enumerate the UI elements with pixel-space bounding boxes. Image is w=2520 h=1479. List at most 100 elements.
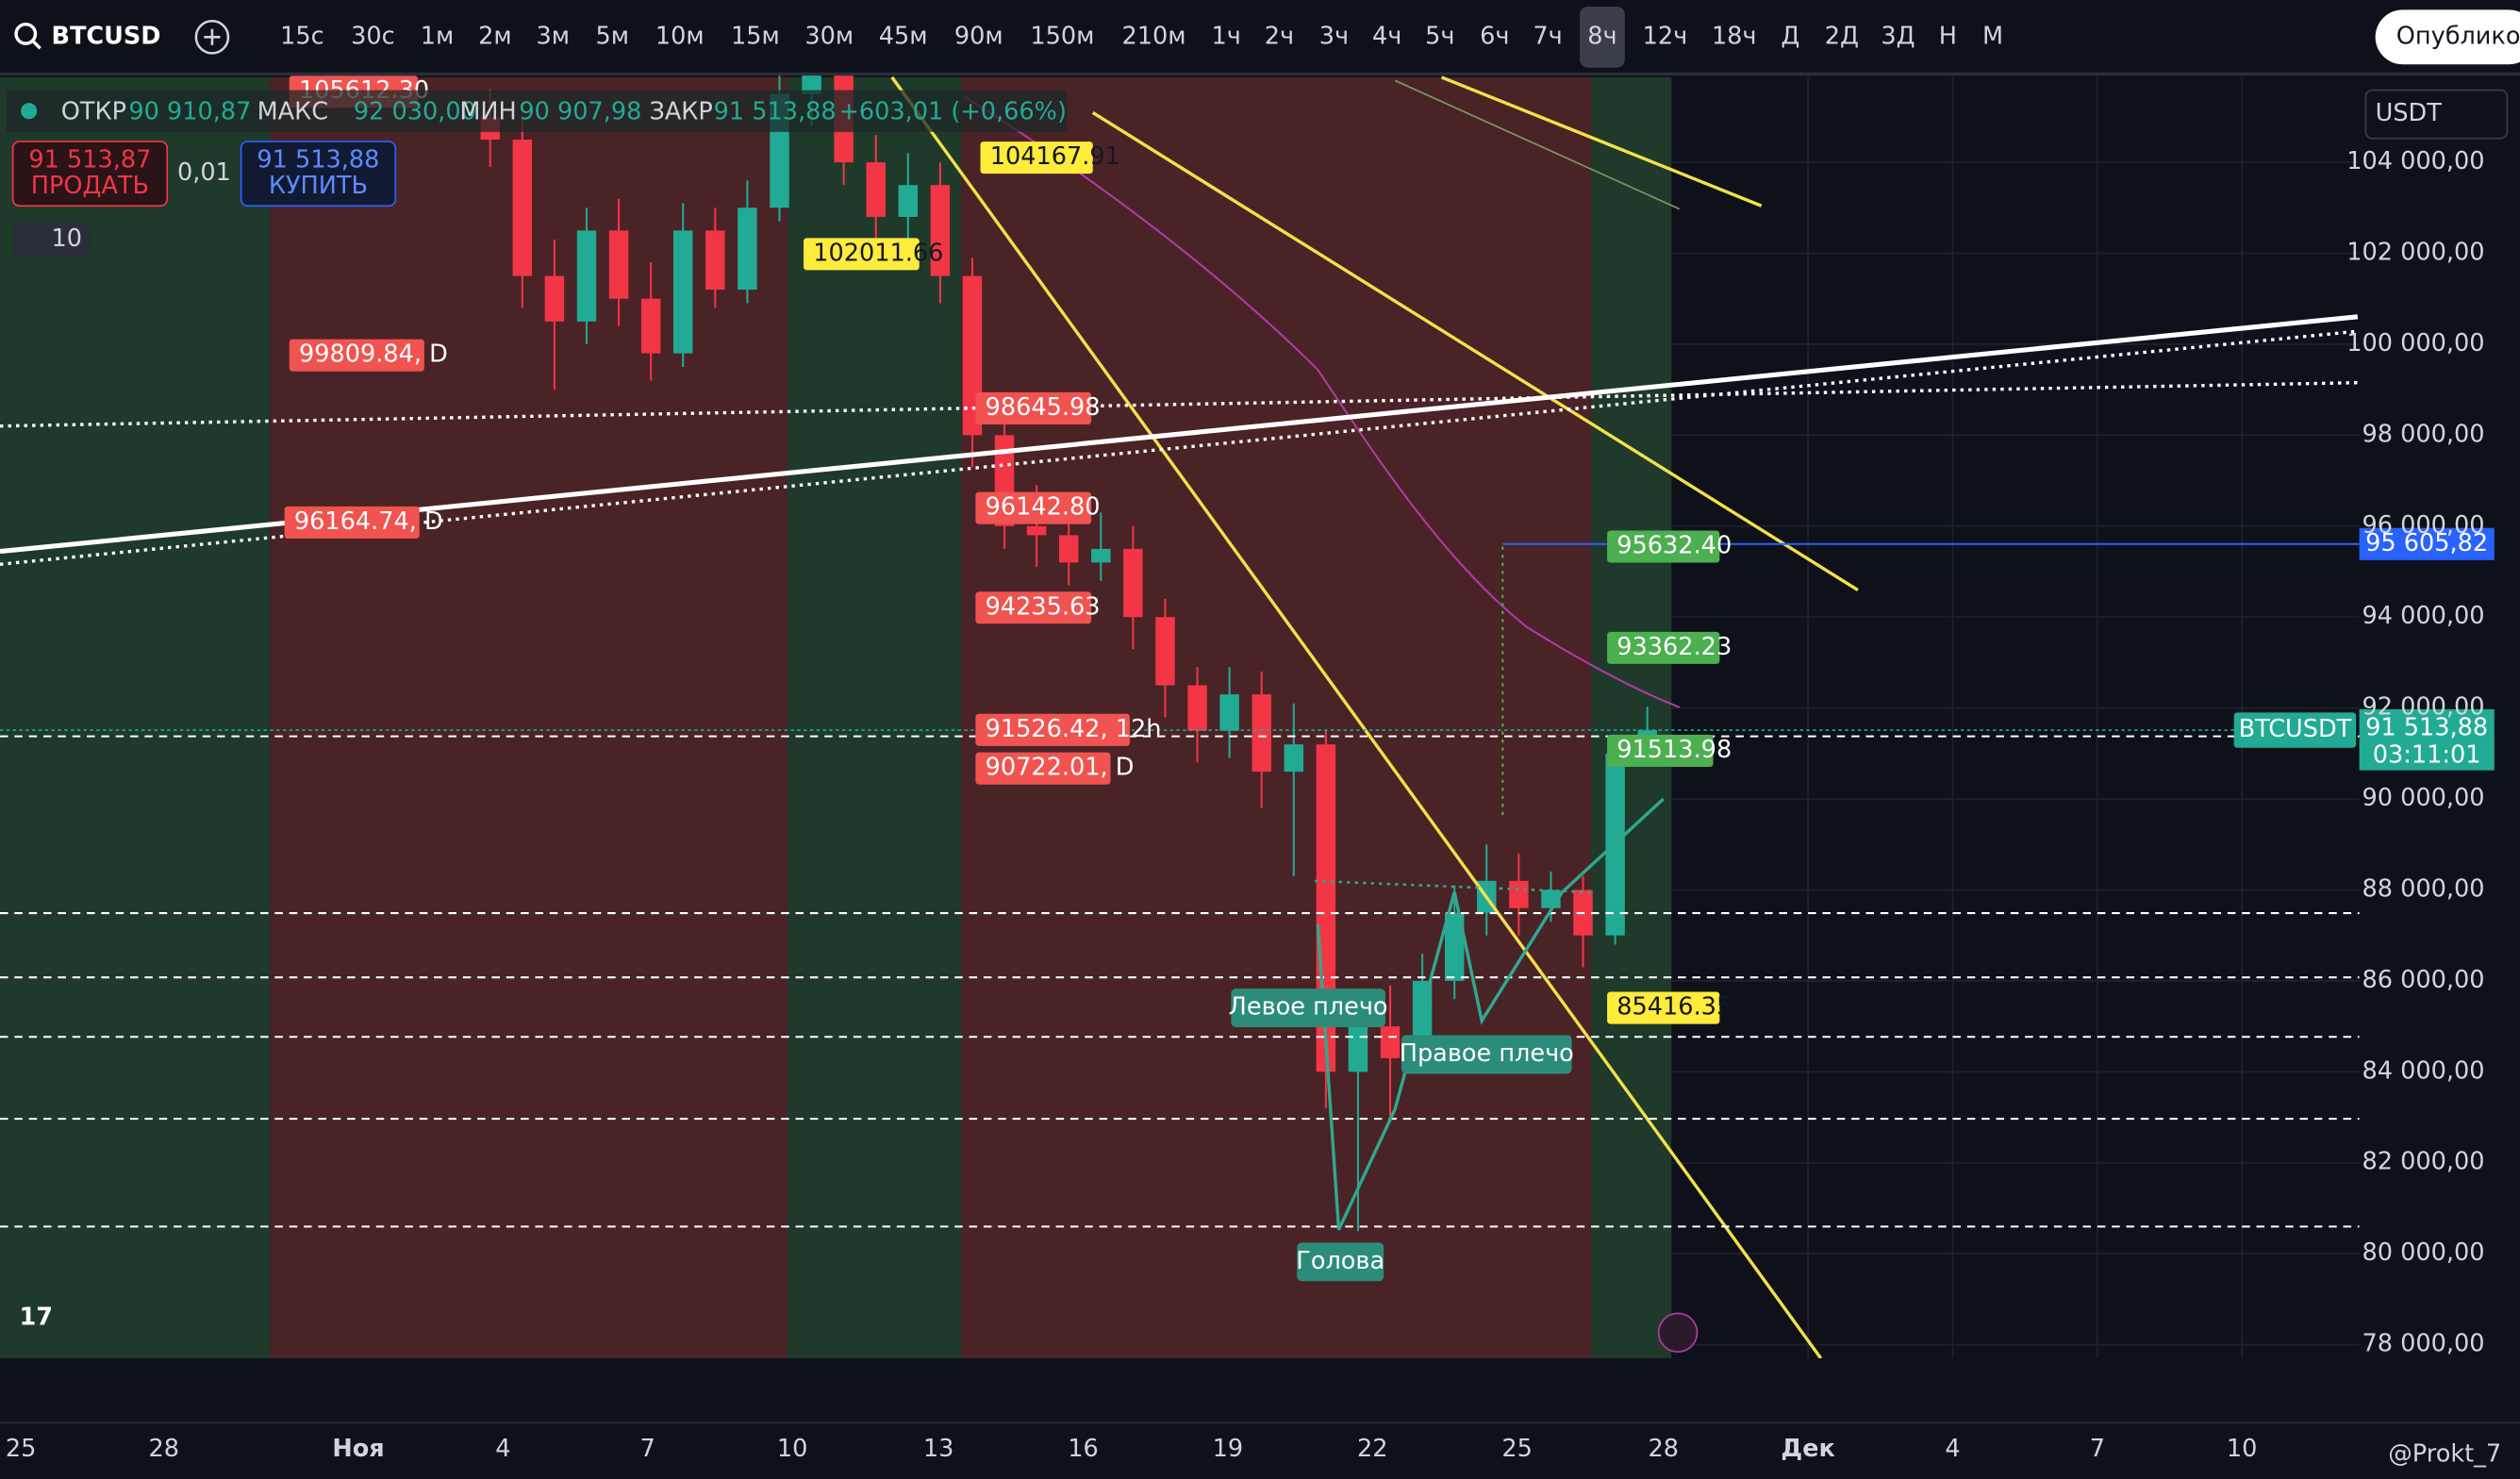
interval-button[interactable]: 2м [478,22,512,50]
interval-button[interactable]: Н [1939,22,1957,50]
interval-button[interactable]: 210м [1122,22,1186,50]
interval-button[interactable]: 4ч [1372,22,1401,50]
x-tick-label: 28 [1648,1435,1679,1463]
price-label-bg [975,591,1092,624]
candle-body [1091,548,1111,563]
currency-select[interactable] [2364,89,2509,140]
candle-body [673,230,693,354]
interval-button[interactable]: 6ч [1480,22,1509,50]
interval-button[interactable]: 3Д [1881,22,1915,50]
candle-body [1155,617,1175,686]
sell-button[interactable] [11,141,169,208]
x-tick-label: 25 [6,1435,37,1463]
candle-body [930,185,951,276]
spread: 0,01 [177,158,231,187]
interval-button[interactable]: 1ч [1212,22,1241,50]
price-label: 96164.74, D [294,507,443,536]
pattern-line [1316,797,1665,1231]
buy-price: 91 513,88 [257,146,379,174]
candle-body [608,230,629,299]
time-axis-bg [0,1358,2520,1479]
candle-body [512,139,533,276]
toolbar [0,0,2520,75]
interval-button[interactable]: 12ч [1643,22,1688,50]
price-label: 91526.42, 12h [986,715,1162,743]
interval-button[interactable]: 1м [421,22,455,50]
candle-body [1284,744,1304,773]
interval-button[interactable]: 30м [804,22,854,50]
price-label: 91513.98 [1616,736,1732,764]
trend-line [1440,75,1763,208]
candle-body [544,275,565,322]
buy-label: КУПИТЬ [269,172,368,200]
x-tick-label: 19 [1213,1435,1244,1463]
y-tick-label: 104 000,00 [2346,147,2484,175]
interval-button[interactable]: 5м [595,22,629,50]
candle-body [738,208,757,291]
ohlc-value: 91 513,88 [714,97,837,125]
ohlc-change: +603,01 (+0,66%) [839,97,1067,125]
y-tick-label: 78 000,00 [2362,1330,2484,1358]
interval-button[interactable]: 10м [655,22,705,50]
zone-green [0,76,271,1359]
interval-button[interactable]: 2Д [1825,22,1859,50]
ohlc-label: МИН [459,97,516,125]
x-tick-label: Дек [1781,1435,1834,1463]
interval-button[interactable]: 150м [1030,22,1094,50]
currency: USDT [2376,99,2443,127]
y-tick-label: 88 000,00 [2362,874,2484,903]
interval-button[interactable]: М [1982,22,2003,50]
annotation: Правое плечо [1400,1039,1574,1068]
y-tick-label: 96 000,00 [2362,511,2484,540]
trend-line [1394,79,1681,210]
price-label-bg [1607,991,1720,1024]
ohlc-label: ОТКР [61,97,126,125]
search-icon[interactable] [14,22,38,45]
candle-body [1348,1026,1368,1072]
symbol[interactable]: BTCUSD [52,22,161,50]
interval-button[interactable]: 15с [280,22,324,50]
annotation-bg [1231,989,1385,1028]
interval-button[interactable]: 18ч [1712,22,1757,50]
y-tick-label: 92 000,00 [2362,693,2484,722]
alert-price: 95 605,82 [2365,529,2488,557]
y-tick-label: 100 000,00 [2346,329,2484,357]
interval-button[interactable]: 3м [536,22,570,50]
interval-button[interactable]: 3ч [1319,22,1349,50]
x-tick-label: 10 [777,1435,808,1463]
x-tick-label: 13 [923,1435,954,1463]
publish-button[interactable] [2375,9,2520,65]
interval-button[interactable]: 5ч [1425,22,1454,50]
interval-button[interactable]: Д [1781,22,1799,50]
volume-toggle[interactable] [12,222,91,258]
status-dot [21,103,38,120]
author: @Prokt_7 [2388,1439,2501,1468]
candle-body [705,230,725,291]
alert-icon[interactable] [1657,1312,1699,1354]
interval-button[interactable]: 7ч [1533,22,1562,50]
search-icon [30,39,41,50]
price-label: 98645.98 [986,393,1101,422]
y-tick-label: 80 000,00 [2362,1238,2484,1267]
price-label: 99809.84, D [299,341,448,369]
price-label: 94235.63 [986,592,1101,621]
last-price: 91 513,88 [2365,713,2488,741]
interval-button[interactable]: 45м [879,22,928,50]
trend-line [1091,110,1859,591]
ohlc-value: 90 907,98 [519,97,641,125]
interval-button[interactable]: 2ч [1265,22,1294,50]
publish-label[interactable]: Опублико [2396,22,2520,50]
price-tag [2359,708,2495,771]
add-symbol[interactable] [194,19,230,55]
interval-button[interactable]: 15м [731,22,780,50]
ohlc-value: 92 030,00 [354,97,476,125]
interval-button[interactable]: 30с [351,22,395,50]
volume: 10 [52,224,83,253]
price-label: 90722.01, D [986,754,1135,782]
buy-button[interactable] [240,141,397,208]
trend-line [890,75,1823,1360]
x-tick-label: 28 [149,1435,180,1463]
interval-button[interactable]: 90м [954,22,1003,50]
interval-button[interactable]: 8ч [1587,22,1616,50]
